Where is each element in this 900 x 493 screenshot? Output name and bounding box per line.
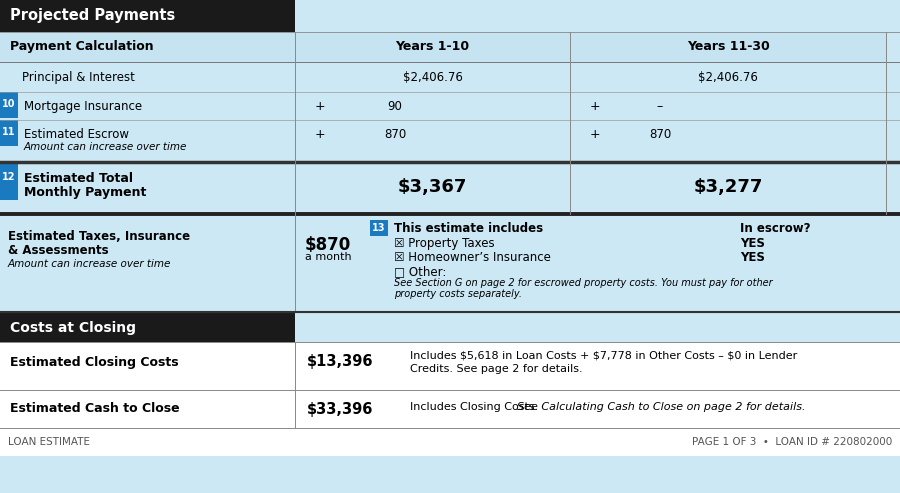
Text: Costs at Closing: Costs at Closing bbox=[10, 321, 136, 335]
Bar bbox=[0, 32, 295, 62]
Text: Years 1-10: Years 1-10 bbox=[395, 40, 470, 53]
Text: property costs separately.: property costs separately. bbox=[394, 289, 522, 299]
Bar bbox=[0, 214, 900, 312]
Text: Includes $5,618 in Loan Costs + $7,778 in Other Costs – $0 in Lender: Includes $5,618 in Loan Costs + $7,778 i… bbox=[410, 351, 797, 361]
Text: PAGE 1 OF 3  •  LOAN ID # 220802000: PAGE 1 OF 3 • LOAN ID # 220802000 bbox=[692, 437, 892, 447]
Text: ☒ Homeowner’s Insurance: ☒ Homeowner’s Insurance bbox=[394, 251, 551, 264]
Text: Amount can increase over time: Amount can increase over time bbox=[24, 142, 187, 152]
Text: Estimated Closing Costs: Estimated Closing Costs bbox=[10, 356, 178, 369]
Text: a month: a month bbox=[305, 252, 352, 262]
Text: LOAN ESTIMATE: LOAN ESTIMATE bbox=[8, 437, 90, 447]
Text: □ Other:: □ Other: bbox=[394, 265, 446, 278]
Text: $33,396: $33,396 bbox=[307, 402, 374, 417]
Bar bbox=[295, 0, 900, 32]
Text: $3,367: $3,367 bbox=[398, 178, 467, 196]
Text: +: + bbox=[590, 128, 600, 141]
Text: 10: 10 bbox=[2, 99, 16, 109]
Text: YES: YES bbox=[740, 237, 765, 250]
Text: Credits. See page 2 for details.: Credits. See page 2 for details. bbox=[410, 364, 582, 374]
Bar bbox=[0, 390, 900, 428]
Text: $3,277: $3,277 bbox=[693, 178, 762, 196]
Text: 11: 11 bbox=[2, 127, 16, 137]
Text: & Assessments: & Assessments bbox=[8, 244, 109, 257]
Text: Estimated Total: Estimated Total bbox=[24, 172, 133, 185]
Text: In escrow?: In escrow? bbox=[740, 222, 811, 235]
Bar bbox=[0, 162, 900, 214]
Bar bbox=[0, 428, 900, 456]
Bar bbox=[0, 312, 295, 342]
Text: Projected Payments: Projected Payments bbox=[10, 8, 176, 23]
Text: Monthly Payment: Monthly Payment bbox=[24, 186, 147, 199]
Text: Amount can increase over time: Amount can increase over time bbox=[8, 259, 171, 269]
Bar bbox=[0, 120, 18, 146]
Text: 12: 12 bbox=[2, 172, 16, 182]
Text: –: – bbox=[657, 100, 663, 113]
Bar bbox=[0, 342, 900, 390]
Text: $2,406.76: $2,406.76 bbox=[402, 71, 463, 84]
Text: This estimate includes: This estimate includes bbox=[394, 222, 543, 235]
Text: See Calculating Cash to Close on page 2 for details.: See Calculating Cash to Close on page 2 … bbox=[517, 402, 806, 412]
Bar bbox=[0, 92, 900, 120]
Text: Estimated Escrow: Estimated Escrow bbox=[24, 128, 129, 141]
Text: See Section G on page 2 for escrowed property costs. You must pay for other: See Section G on page 2 for escrowed pro… bbox=[394, 278, 772, 288]
Bar bbox=[0, 62, 900, 92]
Bar bbox=[0, 162, 18, 200]
Text: $13,396: $13,396 bbox=[307, 354, 374, 369]
Text: +: + bbox=[590, 100, 600, 113]
Bar bbox=[295, 32, 570, 62]
Text: $870: $870 bbox=[305, 236, 351, 254]
Text: 90: 90 bbox=[388, 100, 402, 113]
Text: $2,406.76: $2,406.76 bbox=[698, 71, 758, 84]
Text: Estimated Taxes, Insurance: Estimated Taxes, Insurance bbox=[8, 230, 190, 243]
Bar bbox=[0, 0, 295, 32]
Text: Includes Closing Costs.: Includes Closing Costs. bbox=[410, 402, 542, 412]
Text: Principal & Interest: Principal & Interest bbox=[22, 71, 135, 84]
Text: 13: 13 bbox=[373, 223, 386, 233]
Text: Mortgage Insurance: Mortgage Insurance bbox=[24, 100, 142, 113]
Bar bbox=[0, 120, 900, 162]
Bar bbox=[0, 92, 18, 118]
Bar bbox=[295, 312, 900, 342]
Text: +: + bbox=[315, 128, 325, 141]
Text: ☒ Property Taxes: ☒ Property Taxes bbox=[394, 237, 495, 250]
Text: Years 11-30: Years 11-30 bbox=[687, 40, 770, 53]
Bar bbox=[570, 32, 886, 62]
Text: 870: 870 bbox=[649, 128, 671, 141]
Bar bbox=[370, 220, 388, 236]
Text: 870: 870 bbox=[384, 128, 406, 141]
Text: Estimated Cash to Close: Estimated Cash to Close bbox=[10, 402, 180, 415]
Text: +: + bbox=[315, 100, 325, 113]
Text: Payment Calculation: Payment Calculation bbox=[10, 40, 154, 53]
Text: YES: YES bbox=[740, 251, 765, 264]
